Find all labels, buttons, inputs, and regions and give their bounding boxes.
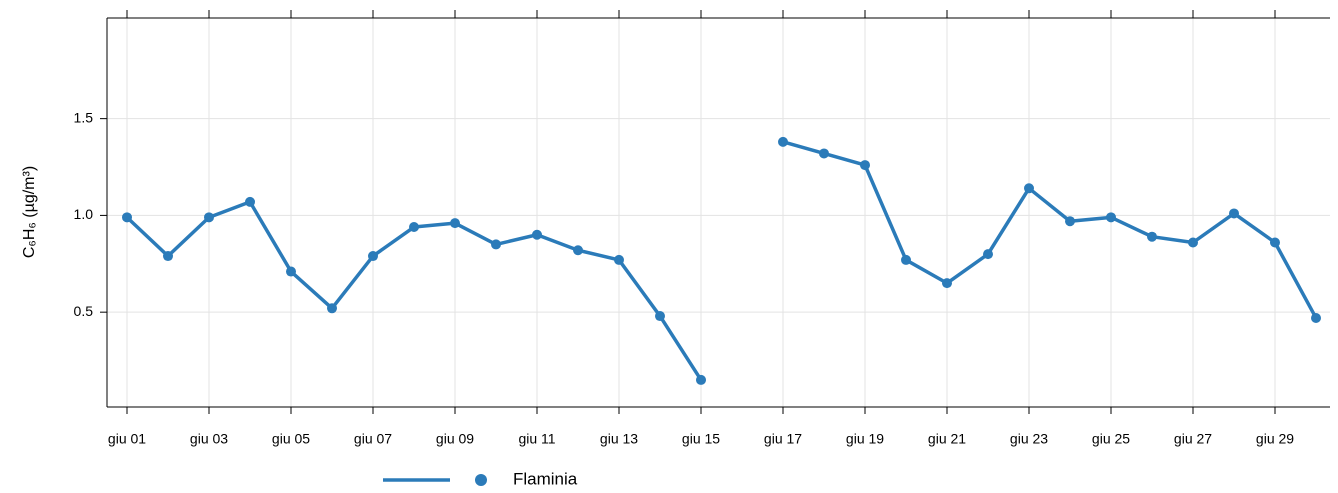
y-tick-label: 1.5 — [74, 109, 94, 125]
x-tick-label: giu 25 — [1092, 431, 1130, 447]
x-tick-label: giu 07 — [354, 431, 392, 447]
x-tick-label: giu 03 — [190, 431, 228, 447]
point — [573, 245, 583, 256]
x-tick-label: giu 13 — [600, 431, 638, 447]
series-line — [125, 140, 1318, 381]
point — [1270, 237, 1280, 248]
legend-label: Flaminia — [513, 469, 578, 488]
point — [860, 160, 870, 171]
x-tick-label: giu 19 — [846, 431, 884, 447]
x-tick-label: giu 29 — [1256, 431, 1294, 447]
point — [1188, 237, 1198, 248]
point — [204, 212, 214, 223]
point — [327, 303, 337, 314]
point — [983, 249, 993, 260]
point — [491, 239, 501, 250]
point — [1229, 208, 1239, 219]
point — [1311, 312, 1321, 323]
point — [696, 374, 706, 385]
point — [122, 212, 132, 223]
x-tick-label: giu 09 — [436, 431, 474, 447]
legend-marker — [475, 474, 487, 486]
x-tick-label: giu 27 — [1174, 431, 1212, 447]
point — [1106, 212, 1116, 223]
x-tick-label: giu 11 — [518, 431, 555, 447]
x-tick-label: giu 21 — [928, 431, 966, 447]
point — [942, 278, 952, 289]
point — [1065, 216, 1075, 227]
point — [819, 148, 829, 159]
x-tick-label: giu 23 — [1010, 431, 1048, 447]
point — [778, 136, 788, 147]
y-axis-label: C₆H₆ (µg/m³) — [21, 166, 38, 258]
point — [1024, 183, 1034, 194]
point — [368, 251, 378, 262]
x-tick-label: giu 05 — [272, 431, 310, 447]
point — [655, 311, 665, 322]
y-tick-label: 0.5 — [74, 303, 94, 319]
y-tick-label: 1.0 — [74, 206, 94, 222]
point — [245, 196, 255, 207]
point — [286, 266, 296, 277]
x-tick-label: giu 17 — [764, 431, 802, 447]
point — [450, 218, 460, 229]
x-tick-label: giu 15 — [682, 431, 720, 447]
point — [532, 229, 542, 240]
point — [163, 251, 173, 262]
point — [1147, 231, 1157, 242]
x-tick-label: giu 01 — [108, 431, 146, 447]
point — [614, 254, 624, 265]
point — [901, 254, 911, 265]
point — [409, 222, 419, 233]
